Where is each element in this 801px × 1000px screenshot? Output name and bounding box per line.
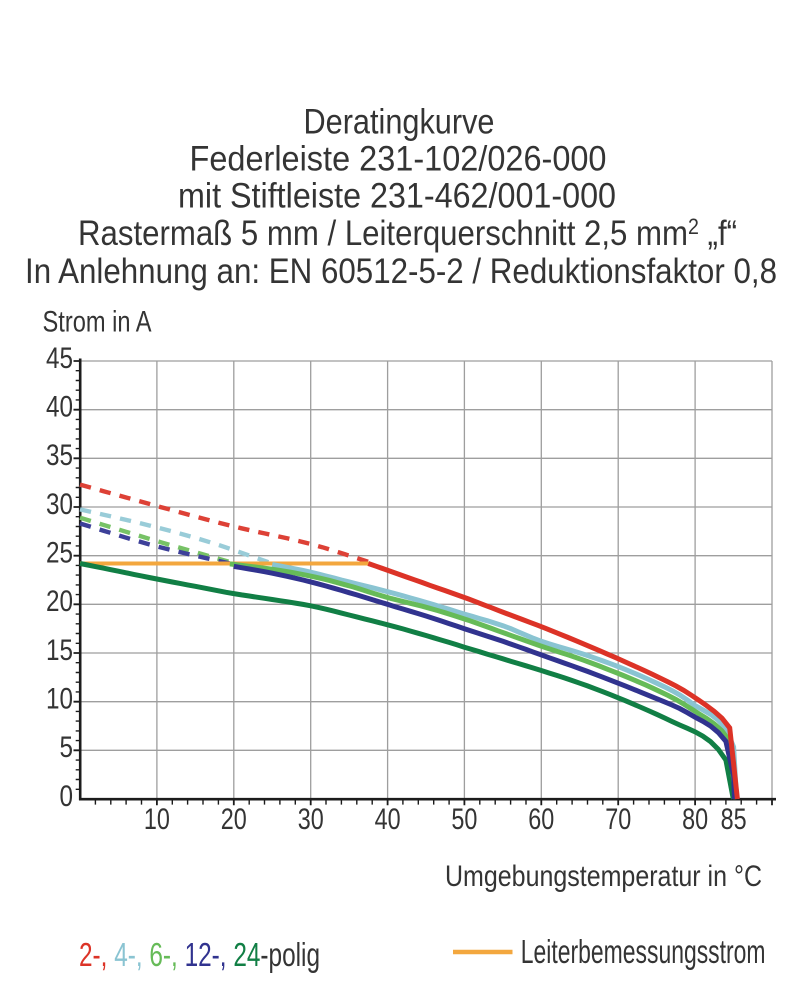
- svg-text:5: 5: [60, 731, 74, 764]
- svg-text:35: 35: [46, 439, 73, 472]
- svg-text:Deratingkurve: Deratingkurve: [304, 103, 495, 142]
- svg-text:0: 0: [60, 780, 74, 813]
- svg-text:Rastermaß 5 mm / Leiterquersch: Rastermaß 5 mm / Leiterquerschnitt 2,5 m…: [78, 214, 737, 253]
- svg-text:In Anlehnung an: EN 60512-5-2: In Anlehnung an: EN 60512-5-2 / Reduktio…: [25, 252, 777, 291]
- svg-text:50: 50: [451, 803, 477, 836]
- svg-text:85: 85: [721, 803, 747, 836]
- svg-text:10: 10: [144, 803, 170, 836]
- svg-text:15: 15: [46, 634, 73, 667]
- svg-text:Umgebungstemperatur in °C: Umgebungstemperatur in °C: [445, 860, 762, 893]
- svg-text:60: 60: [528, 803, 554, 836]
- svg-text:10: 10: [46, 683, 73, 716]
- svg-text:Strom in A: Strom in A: [43, 306, 152, 339]
- svg-text:40: 40: [46, 391, 73, 424]
- svg-text:20: 20: [46, 585, 73, 618]
- svg-text:25: 25: [46, 537, 73, 570]
- svg-text:30: 30: [298, 803, 324, 836]
- svg-text:2-, 4-, 6-, 12-, 24-polig: 2-, 4-, 6-, 12-, 24-polig: [79, 936, 320, 973]
- svg-text:30: 30: [46, 488, 73, 521]
- svg-text:Leiterbemessungsstrom: Leiterbemessungsstrom: [521, 933, 766, 970]
- svg-text:45: 45: [46, 342, 73, 375]
- svg-text:20: 20: [221, 803, 247, 836]
- svg-text:70: 70: [605, 803, 631, 836]
- svg-text:Federleiste 231-102/026-000: Federleiste 231-102/026-000: [190, 140, 607, 179]
- svg-text:mit Stiftleiste 231-462/001-00: mit Stiftleiste 231-462/001-000: [178, 177, 616, 216]
- svg-text:40: 40: [375, 803, 401, 836]
- svg-text:80: 80: [682, 803, 708, 836]
